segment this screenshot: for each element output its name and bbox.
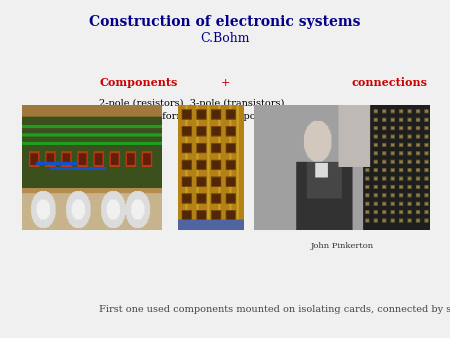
Text: Components: Components [99,77,177,88]
Text: 4-pole (transformers)+..+10-pole vacuum tubes): 4-pole (transformers)+..+10-pole vacuum … [99,112,340,121]
Text: connections: connections [351,77,427,88]
Text: First one used components mounted on isolating cards, connected by soldered conn: First one used components mounted on iso… [99,305,450,314]
Text: +: + [220,78,230,88]
Text: C.Bohm: C.Bohm [200,32,250,45]
Text: 2-pole (resistors), 3-pole (transistors): 2-pole (resistors), 3-pole (transistors) [99,99,284,107]
Text: John Pinkerton: John Pinkerton [310,242,374,250]
Text: Construction of electronic systems: Construction of electronic systems [89,15,361,29]
